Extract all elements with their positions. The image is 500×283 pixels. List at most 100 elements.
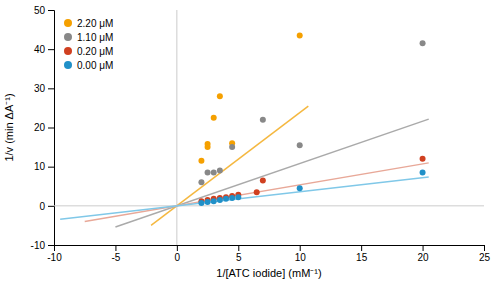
legend-entry: 0.00 μM	[64, 60, 113, 71]
legend-swatch	[64, 47, 72, 55]
x-tick-label: 5	[236, 252, 242, 263]
scatter-series	[198, 170, 425, 207]
fit-line	[151, 106, 308, 225]
x-tick-label: 0	[175, 252, 181, 263]
fit-line	[85, 163, 429, 222]
scatter-point	[198, 179, 204, 185]
scatter-point	[297, 142, 303, 148]
legend-swatch	[64, 61, 72, 69]
legend-entry: 0.20 μM	[64, 46, 113, 57]
x-tick-label: 10	[295, 252, 307, 263]
scatter-point	[198, 158, 204, 164]
y-tick-mark	[48, 49, 54, 50]
x-tick-label: 25	[479, 252, 491, 263]
x-axis: -10 -5 0 5 10 15 20 25	[47, 245, 490, 263]
y-tick: 0	[39, 201, 54, 212]
x-tick-mark	[238, 245, 239, 251]
fit-line	[60, 177, 429, 219]
y-axis-line	[48, 11, 55, 246]
scatter-point	[297, 185, 303, 191]
x-tick-mark	[361, 245, 362, 251]
y-tick-mark	[48, 206, 54, 207]
y-tick: 40	[34, 44, 54, 55]
x-tick-mark	[115, 245, 116, 251]
scatter-point	[420, 170, 426, 176]
y-tick-label: 50	[34, 5, 46, 16]
plot-area	[54, 10, 484, 245]
x-axis-title: 1/[ATC iodide] (mM⁻¹)	[216, 267, 321, 279]
scatter-series	[198, 32, 302, 163]
fit-line	[115, 119, 428, 227]
scatter-point	[229, 195, 235, 201]
x-tick: 20	[418, 245, 430, 263]
y-tick-label: 40	[34, 44, 46, 55]
chart: -10 -5 0 5 10 15 20 25 -10 0 10 20 30 40 50 1/[ATC iodi…	[0, 0, 500, 283]
x-tick-mark	[484, 245, 485, 251]
scatter-point	[223, 196, 229, 202]
y-axis-title: 1/v (min ΔA⁻¹)	[3, 93, 15, 161]
x-tick: -5	[111, 245, 120, 263]
legend-label: 0.00 μM	[77, 60, 113, 71]
y-axis: -10 0 10 20 30 40 50	[31, 5, 55, 251]
zero-line-x	[176, 10, 177, 245]
scatter-point	[260, 117, 266, 123]
x-axis-line	[55, 246, 485, 252]
x-tick: 10	[295, 245, 307, 263]
y-tick-mark	[48, 167, 54, 168]
y-tick: 30	[34, 83, 54, 94]
scatter-point	[254, 189, 260, 195]
y-tick-mark	[48, 88, 54, 89]
legend: 2.20 μM 1.10 μM 0.20 μM 0.00 μM	[64, 18, 113, 71]
x-tick-label: 20	[418, 252, 430, 263]
scatter-point	[211, 198, 217, 204]
x-tick-mark	[300, 245, 301, 251]
x-tick: 15	[356, 245, 368, 263]
y-tick-label: 30	[34, 83, 46, 94]
scatter-series	[198, 156, 425, 204]
x-tick-label: -10	[47, 252, 62, 263]
x-tick: 5	[236, 245, 242, 263]
legend-entry: 1.10 μM	[64, 32, 113, 43]
legend-entry: 2.20 μM	[64, 18, 113, 29]
y-tick-mark	[48, 245, 54, 246]
scatter-point	[260, 177, 266, 183]
scatter-point	[198, 200, 204, 206]
x-tick: 0	[175, 245, 181, 263]
y-tick-label: 10	[34, 161, 46, 172]
scatter-point	[205, 141, 211, 147]
y-tick-mark	[48, 10, 54, 11]
y-tick-label: 20	[34, 122, 46, 133]
x-tick: 25	[479, 245, 491, 263]
scatter-point	[211, 115, 217, 121]
y-tick: 10	[34, 161, 54, 172]
y-tick-label: 0	[39, 201, 45, 212]
y-tick: -10	[31, 240, 54, 251]
legend-swatch	[64, 33, 72, 41]
legend-label: 1.10 μM	[77, 32, 113, 43]
x-tick-mark	[423, 245, 424, 251]
scatter-point	[235, 194, 241, 200]
y-tick: 50	[34, 5, 54, 16]
x-tick-mark	[177, 245, 178, 251]
legend-swatch	[64, 19, 72, 27]
y-tick-mark	[48, 128, 54, 129]
scatter-point	[205, 170, 211, 176]
scatter-point	[297, 32, 303, 38]
legend-label: 2.20 μM	[77, 18, 113, 29]
scatter-point	[420, 40, 426, 46]
zero-line-y	[54, 205, 484, 206]
scatter-point	[217, 93, 223, 99]
x-tick-label: 15	[356, 252, 368, 263]
scatter-point	[420, 156, 426, 162]
scatter-point	[205, 199, 211, 205]
scatter-series	[198, 40, 425, 185]
x-tick-label: -5	[111, 252, 120, 263]
scatter-point	[211, 170, 217, 176]
scatter-point	[217, 197, 223, 203]
y-tick: 20	[34, 122, 54, 133]
x-tick: -10	[47, 245, 62, 263]
legend-label: 0.20 μM	[77, 46, 113, 57]
scatter-point	[229, 144, 235, 150]
y-tick-label: -10	[31, 240, 46, 251]
scatter-point	[217, 168, 223, 174]
